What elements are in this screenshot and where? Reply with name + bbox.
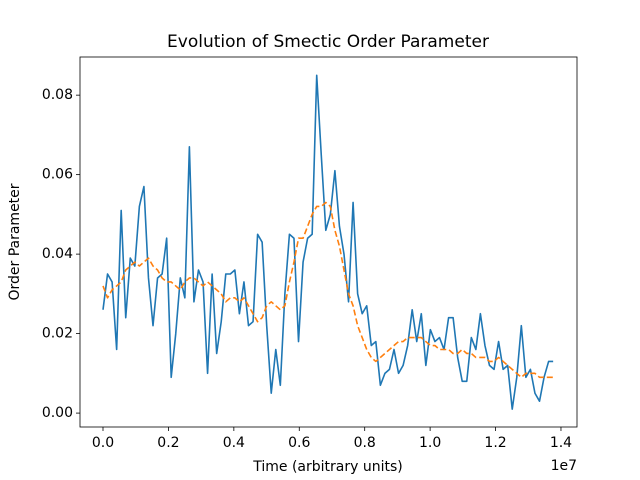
y-tick-label: 0.06 [42, 167, 73, 183]
y-tick-label: 0.02 [42, 326, 73, 342]
y-tick-label: 0.00 [42, 405, 73, 421]
chart-title: Evolution of Smectic Order Parameter [167, 32, 489, 52]
y-axis-label: Order Parameter [7, 183, 23, 300]
x-tick-label: 0.2 [157, 435, 179, 451]
x-tick-label: 0.8 [354, 435, 376, 451]
x-tick-label: 1.4 [550, 435, 572, 451]
series-line [102, 74, 554, 410]
x-tick-label: 1.2 [484, 435, 506, 451]
y-tick-label: 0.04 [42, 246, 73, 262]
x-axis-label: Time (arbitrary units) [252, 459, 402, 475]
x-tick-label: 1.0 [419, 435, 441, 451]
x-tick-label: 0.6 [288, 435, 310, 451]
x-offset-label: 1e7 [551, 458, 577, 474]
x-tick-label: 0.0 [92, 435, 114, 451]
plot-frame [79, 56, 578, 428]
x-tick-label: 0.4 [223, 435, 245, 451]
y-tick-label: 0.08 [42, 87, 73, 103]
series-line [102, 201, 554, 379]
